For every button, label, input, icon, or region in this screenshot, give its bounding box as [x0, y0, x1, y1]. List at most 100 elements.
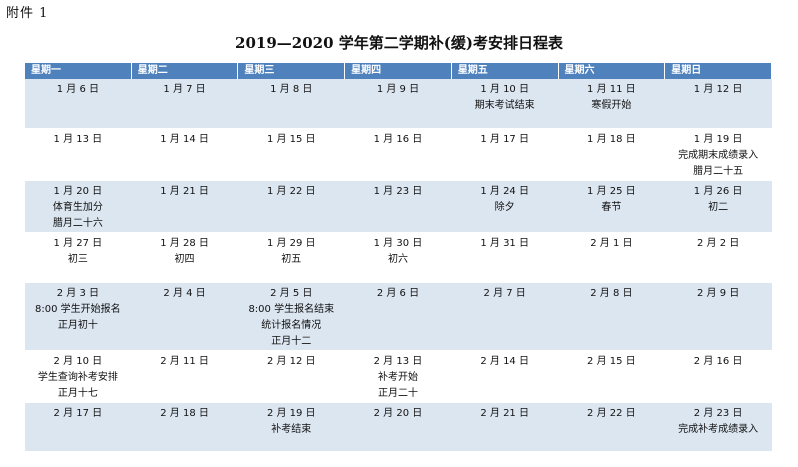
day-cell: 2 月 3 日 8:00 学生开始报名 正月初十 — [24, 282, 132, 351]
weekday-header: 星期六 — [557, 63, 666, 79]
day-cell: 1 月 30 日初六 — [344, 232, 452, 283]
day-cell: 1 月 20 日体育生加分 腊月二十六 — [24, 180, 132, 233]
day-date: 2 月 4 日 — [163, 287, 206, 299]
day-date: 2 月 14 日 — [480, 355, 529, 367]
week-row: 2 月 3 日 8:00 学生开始报名 正月初十 2 月 4 日 2 月 5 日 8:00… — [24, 282, 772, 351]
day-cell: 2 月 5 日 8:00 学生报名结束 统计报名情况 正月十二 — [237, 282, 345, 351]
day-date: 1 月 31 日 — [480, 237, 529, 249]
day-cell: 1 月 27 日初三 — [24, 232, 132, 283]
day-cell: 2 月 22 日 — [558, 402, 665, 452]
day-cell: 2 月 1 日 — [558, 232, 665, 283]
day-note: 正月十七 — [57, 387, 98, 399]
day-date: 2 月 22 日 — [587, 407, 636, 419]
day-date: 2 月 8 日 — [590, 287, 633, 299]
day-note: 完成补考成绩录入 — [678, 423, 759, 435]
day-note: 正月十二 — [271, 335, 312, 347]
day-cell: 2 月 15 日 — [558, 350, 665, 403]
day-cell: 1 月 9 日 — [344, 79, 452, 129]
weekday-header: 星期五 — [450, 63, 559, 79]
day-cell: 1 月 13 日 — [24, 128, 132, 181]
day-date: 1 月 29 日 — [266, 237, 316, 249]
weekday-header: 星期三 — [237, 63, 346, 79]
day-date: 2 月 19 日 — [266, 407, 316, 419]
day-cell: 2 月 9 日 — [664, 282, 772, 351]
day-cell: 2 月 21 日 — [451, 402, 559, 452]
day-note: 寒假开始 — [591, 100, 632, 111]
day-date: 2 月 17 日 — [53, 407, 103, 419]
day-note: 正月初十 — [57, 319, 98, 331]
day-cell: 1 月 18 日 — [558, 128, 665, 181]
day-cell: 2 月 14 日 — [451, 350, 559, 403]
week-row: 2 月 17 日 2 月 18 日 2 月 19 日补考结束 2 月 20 日 2 月 … — [24, 402, 772, 452]
day-date: 1 月 8 日 — [270, 84, 313, 95]
weekday-header: 星期二 — [130, 63, 239, 79]
day-date: 1 月 6 日 — [56, 84, 99, 95]
day-cell: 2 月 4 日 — [131, 282, 238, 351]
day-date: 2 月 10 日 — [53, 355, 103, 367]
day-date: 2 月 7 日 — [483, 287, 526, 299]
day-date: 2 月 21 日 — [480, 407, 529, 419]
day-date: 2 月 11 日 — [160, 355, 209, 367]
day-date: 2 月 1 日 — [590, 237, 633, 249]
day-note: 补考结束 — [271, 423, 312, 435]
day-cell: 2 月 12 日 — [237, 350, 345, 403]
day-cell: 1 月 17 日 — [451, 128, 559, 181]
day-date: 1 月 21 日 — [160, 185, 209, 197]
weekday-header: 星期四 — [344, 63, 452, 79]
day-cell: 2 月 2 日 — [664, 232, 772, 283]
day-cell: 1 月 29 日初五 — [237, 232, 345, 283]
day-date: 2 月 20 日 — [373, 407, 423, 419]
day-date: 1 月 7 日 — [163, 84, 206, 95]
day-date: 1 月 17 日 — [480, 133, 529, 145]
day-date: 1 月 28 日 — [160, 237, 209, 249]
day-note: 学生查询补考安排 — [37, 371, 118, 383]
day-note: 统计报名情况 — [261, 319, 322, 331]
day-note: 初三 — [67, 253, 88, 265]
week-row: 1 月 6 日 1 月 7 日 1 月 8 日 1 月 9 日 1 月 10 日期末考试… — [24, 79, 772, 129]
day-cell: 1 月 23 日 — [344, 180, 452, 233]
day-note: 8:00 学生报名结束 — [248, 303, 335, 315]
page-title: 2019—2020 学年第二学期补(缓)考安排日程表 — [235, 34, 563, 52]
day-date: 1 月 25 日 — [587, 185, 636, 197]
day-date: 1 月 23 日 — [373, 185, 423, 197]
day-date: 1 月 11 日 — [587, 84, 636, 95]
calendar-table: 星期一 星期二 星期三 星期四 星期五 星期六 星期日 1 月 6 日 1 月 7… — [24, 63, 772, 452]
week-row: 2 月 10 日学生查询补考安排 正月十七 2 月 11 日 2 月 12 日 2 月 … — [24, 350, 772, 403]
calendar-body: 1 月 6 日 1 月 7 日 1 月 8 日 1 月 9 日 1 月 10 日期末考试… — [24, 79, 772, 452]
day-date: 2 月 12 日 — [266, 355, 316, 367]
day-note: 初六 — [387, 253, 408, 265]
day-cell: 1 月 26 日初二 — [664, 180, 772, 233]
day-cell: 2 月 13 日补考开始正月二十 — [344, 350, 452, 403]
day-note: 补考开始 — [377, 371, 418, 383]
day-cell: 2 月 20 日 — [344, 402, 452, 452]
day-date: 2 月 3 日 — [56, 287, 99, 299]
week-row: 1 月 27 日初三 1 月 28 日初四 1 月 29 日初五 1 月 30 日初六… — [24, 232, 772, 283]
day-date: 2 月 16 日 — [693, 355, 743, 367]
day-note: 8:00 学生开始报名 — [35, 303, 121, 315]
day-cell: 2 月 8 日 — [558, 282, 665, 351]
day-date: 1 月 15 日 — [266, 133, 316, 145]
day-note: 完成期末成绩录入 — [678, 149, 759, 161]
day-date: 2 月 23 日 — [693, 407, 743, 419]
day-note: 正月二十 — [377, 387, 418, 399]
day-note: 初二 — [708, 201, 729, 213]
day-cell: 2 月 19 日补考结束 — [237, 402, 345, 452]
day-cell: 1 月 31 日 — [451, 232, 559, 283]
day-date: 1 月 10 日 — [480, 84, 529, 95]
day-cell: 1 月 14 日 — [131, 128, 238, 181]
day-date: 2 月 13 日 — [373, 355, 423, 367]
day-cell: 2 月 7 日 — [451, 282, 559, 351]
day-cell: 2 月 10 日学生查询补考安排 正月十七 — [24, 350, 132, 403]
day-note: 期末考试结束 — [474, 100, 535, 111]
day-date: 1 月 20 日 — [53, 185, 103, 197]
day-cell: 1 月 11 日寒假开始 — [558, 79, 665, 129]
day-note: 初四 — [174, 253, 195, 265]
day-note: 除夕 — [494, 201, 515, 213]
day-cell: 1 月 22 日 — [237, 180, 345, 233]
annex-label: 附件 1 — [6, 6, 49, 21]
day-date: 1 月 14 日 — [160, 133, 209, 145]
day-cell: 2 月 11 日 — [131, 350, 238, 403]
day-cell: 1 月 19 日完成期末成绩录入 腊月二十五 — [664, 128, 772, 181]
day-date: 2 月 5 日 — [270, 287, 313, 299]
day-date: 1 月 12 日 — [693, 84, 743, 95]
